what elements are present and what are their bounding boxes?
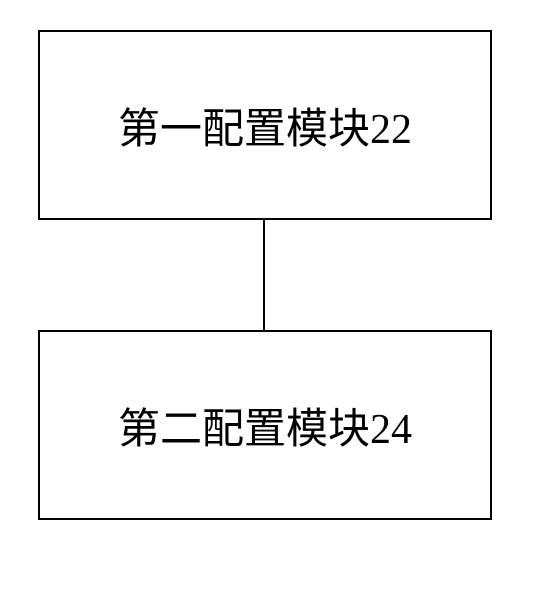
node-label: 第一配置模块22 [118,95,412,156]
node-first-config-module: 第一配置模块22 [38,30,492,220]
module-diagram: 第一配置模块22 第二配置模块24 [0,0,541,599]
edge-connector [263,220,265,330]
node-second-config-module: 第二配置模块24 [38,330,492,520]
node-label: 第二配置模块24 [118,395,412,456]
